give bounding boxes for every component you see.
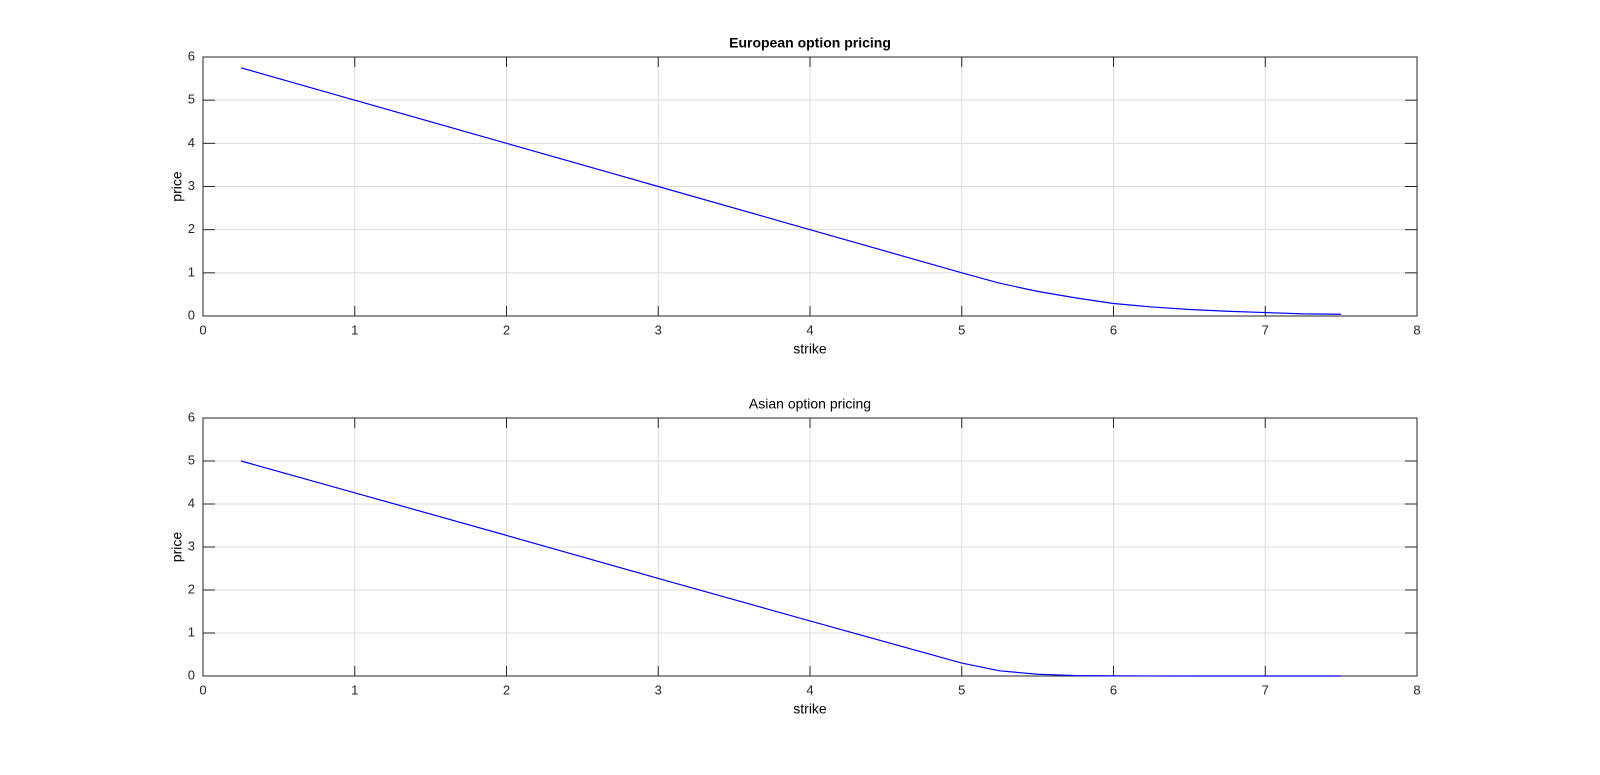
x-tick-label: 0 [199, 682, 206, 697]
x-tick-label: 4 [806, 322, 813, 337]
chart-title: Asian option pricing [749, 396, 871, 412]
x-tick-label: 1 [351, 682, 358, 697]
axes-box [202, 56, 1418, 317]
y-tick-label: 3 [188, 178, 195, 193]
y-tick-label: 6 [188, 48, 195, 63]
x-tick-label: 2 [503, 682, 510, 697]
y-tick-label: 1 [188, 264, 195, 279]
x-tick-label: 0 [199, 322, 206, 337]
y-axis-label: price [169, 532, 185, 563]
y-tick-label: 1 [188, 624, 195, 639]
line-series [240, 460, 1342, 677]
x-tick-label: 4 [806, 682, 813, 697]
y-tick-label: 4 [188, 135, 195, 150]
x-axis-label: strike [793, 341, 827, 357]
y-tick-label: 0 [188, 667, 195, 682]
x-tick-label: 6 [1110, 682, 1117, 697]
x-axis-label: strike [793, 701, 827, 717]
x-tick-label: 3 [655, 682, 662, 697]
y-tick-label: 5 [188, 92, 195, 107]
x-tick-label: 2 [503, 322, 510, 337]
x-tick-label: 7 [1262, 682, 1269, 697]
y-tick-label: 3 [188, 538, 195, 553]
x-tick-label: 8 [1413, 682, 1420, 697]
axes-box [202, 417, 1418, 677]
line-series [240, 67, 1342, 315]
y-tick-label: 5 [188, 452, 195, 467]
x-tick-label: 1 [351, 322, 358, 337]
x-tick-label: 8 [1413, 322, 1420, 337]
x-tick-label: 3 [655, 322, 662, 337]
x-tick-label: 5 [958, 682, 965, 697]
x-tick-label: 6 [1110, 322, 1117, 337]
y-tick-label: 2 [188, 581, 195, 596]
y-tick-label: 0 [188, 307, 195, 322]
y-axis-label: price [169, 171, 185, 202]
y-tick-label: 2 [188, 221, 195, 236]
x-tick-label: 7 [1262, 322, 1269, 337]
x-tick-label: 5 [958, 322, 965, 337]
chart-title: European option pricing [729, 35, 891, 51]
y-tick-label: 4 [188, 495, 195, 510]
y-tick-label: 6 [188, 409, 195, 424]
